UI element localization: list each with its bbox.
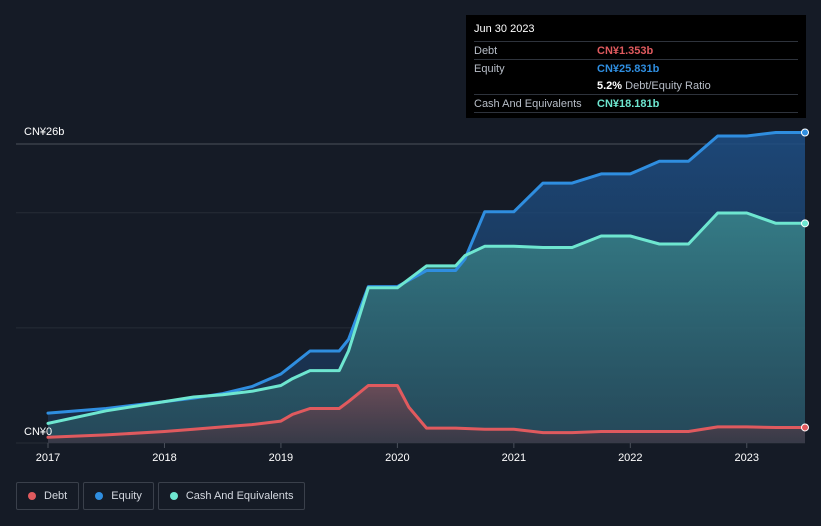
x-tick-label: 2018 [152, 452, 176, 464]
legend-cash-dot [169, 492, 178, 500]
tooltip-ratio-row: 5.2% Debt/Equity Ratio [474, 77, 798, 94]
end-markers [801, 128, 809, 432]
equity-line [46, 131, 807, 415]
y-axis-top-label: CN¥26b [24, 126, 64, 138]
tooltip-equity-row: Equity CN¥25.831b [474, 59, 798, 77]
x-tick-label: 2020 [385, 452, 409, 464]
cash-area [48, 213, 805, 443]
legend-cash[interactable]: Cash And Equivalents [157, 482, 306, 510]
series-lines [46, 131, 807, 439]
tooltip-debt-row: Debt CN¥1.353b [474, 41, 798, 59]
legend-debt-label: Debt [44, 490, 68, 502]
x-tick-label: 2021 [502, 452, 526, 464]
tooltip-equity-label: Equity [474, 62, 505, 75]
legend-debt-dot [28, 492, 36, 500]
x-tick-label: 2022 [618, 452, 642, 464]
tooltip-ratio-label: Debt/Equity Ratio [625, 79, 711, 92]
series-areas [48, 132, 805, 443]
debt-end-marker[interactable] [801, 423, 809, 432]
legend-cash-label: Cash And Equivalents [185, 490, 294, 502]
x-axis-ticks: 2017 2018 2019 2020 2021 2022 2023 [36, 443, 759, 464]
tooltip-debt-value: CN¥1.353b [597, 44, 654, 57]
debt-area [48, 385, 805, 443]
tooltip-date: Jun 30 2023 [474, 23, 535, 35]
chart-legend: Debt Equity Cash And Equivalents [16, 482, 309, 510]
tooltip-ratio: 5.2% Debt/Equity Ratio [597, 80, 711, 92]
tooltip-cash-row: Cash And Equivalents CN¥18.181b [474, 94, 798, 113]
legend-equity[interactable]: Equity [83, 482, 154, 510]
x-tick-label: 2019 [269, 452, 293, 464]
hover-tooltip: Jun 30 2023 Debt CN¥1.353b Equity CN¥25.… [466, 15, 806, 118]
x-tick-label: 2017 [36, 452, 60, 464]
legend-equity-label: Equity [111, 490, 142, 502]
x-tick-label: 2023 [735, 452, 759, 464]
equity-end-marker[interactable] [801, 128, 809, 137]
tooltip-debt-label: Debt [474, 44, 498, 57]
legend-equity-dot [95, 492, 104, 500]
tooltip-ratio-value: 5.2% [597, 79, 623, 92]
y-axis-zero-label: CN¥0 [24, 426, 52, 438]
legend-debt[interactable]: Debt [16, 482, 80, 510]
debt-line [46, 384, 807, 439]
cash-line [46, 211, 807, 425]
tooltip-cash-label: Cash And Equivalents [474, 97, 582, 110]
cash-end-marker[interactable] [801, 219, 809, 228]
tooltip-equity-value: CN¥25.831b [597, 62, 660, 75]
tooltip-cash-value: CN¥18.181b [597, 97, 660, 110]
